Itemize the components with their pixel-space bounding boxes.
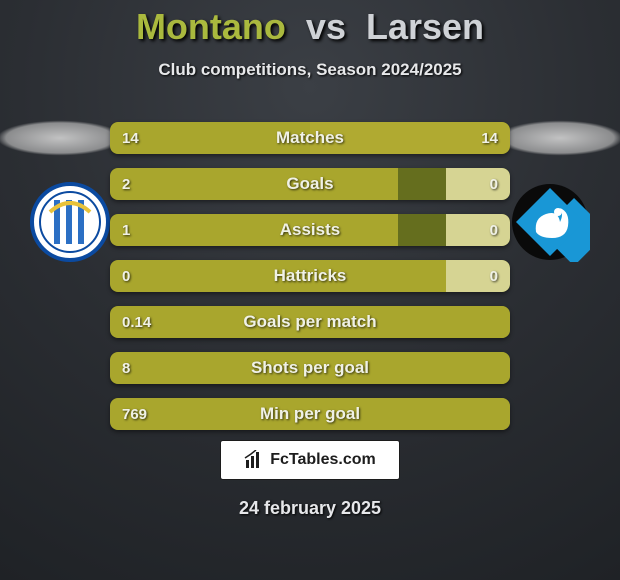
title-vs: vs — [306, 6, 346, 47]
bar-value-right: 0 — [478, 168, 510, 200]
bar-label: Goals per match — [110, 306, 510, 338]
club-crest-right-icon — [510, 182, 590, 262]
page-title: Montano vs Larsen — [0, 6, 620, 48]
bar-label: Shots per goal — [110, 352, 510, 384]
bar-value-left: 2 — [110, 168, 142, 200]
bar-label: Goals — [110, 168, 510, 200]
bar-value-left: 0 — [110, 260, 142, 292]
bar-value-left: 0.14 — [110, 306, 163, 338]
club-crest-left-icon — [30, 182, 110, 262]
bar-value-left: 1 — [110, 214, 142, 246]
club-badge-left — [30, 182, 110, 262]
title-player1: Montano — [136, 6, 286, 47]
subtitle: Club competitions, Season 2024/2025 — [0, 60, 620, 80]
bar-label: Hattricks — [110, 260, 510, 292]
bar-label: Assists — [110, 214, 510, 246]
bar-value-left: 8 — [110, 352, 142, 384]
footer-date: 24 february 2025 — [0, 498, 620, 519]
site-name: FcTables.com — [270, 451, 376, 469]
bar-row: Hattricks0 0 — [110, 260, 510, 292]
bar-row: Goals2 0 — [110, 168, 510, 200]
bar-row: Matches14 14 — [110, 122, 510, 154]
bar-value-right: 0 — [478, 214, 510, 246]
bar-row: Assists1 0 — [110, 214, 510, 246]
chart-bars-icon — [244, 450, 264, 470]
bar-label: Matches — [110, 122, 510, 154]
bar-row: Shots per goal8 — [110, 352, 510, 384]
title-player2: Larsen — [366, 6, 484, 47]
bar-row: Min per goal769 — [110, 398, 510, 430]
bar-row: Goals per match0.14 — [110, 306, 510, 338]
bar-value-right: 0 — [478, 260, 510, 292]
bar-value-left: 769 — [110, 398, 159, 430]
bar-value-left: 14 — [110, 122, 151, 154]
comparison-bars: Matches1414Goals20Assists10Hattricks00Go… — [110, 122, 510, 444]
club-badge-right — [510, 182, 590, 262]
site-badge: FcTables.com — [220, 440, 400, 480]
bar-value-right: 14 — [469, 122, 510, 154]
bar-label: Min per goal — [110, 398, 510, 430]
